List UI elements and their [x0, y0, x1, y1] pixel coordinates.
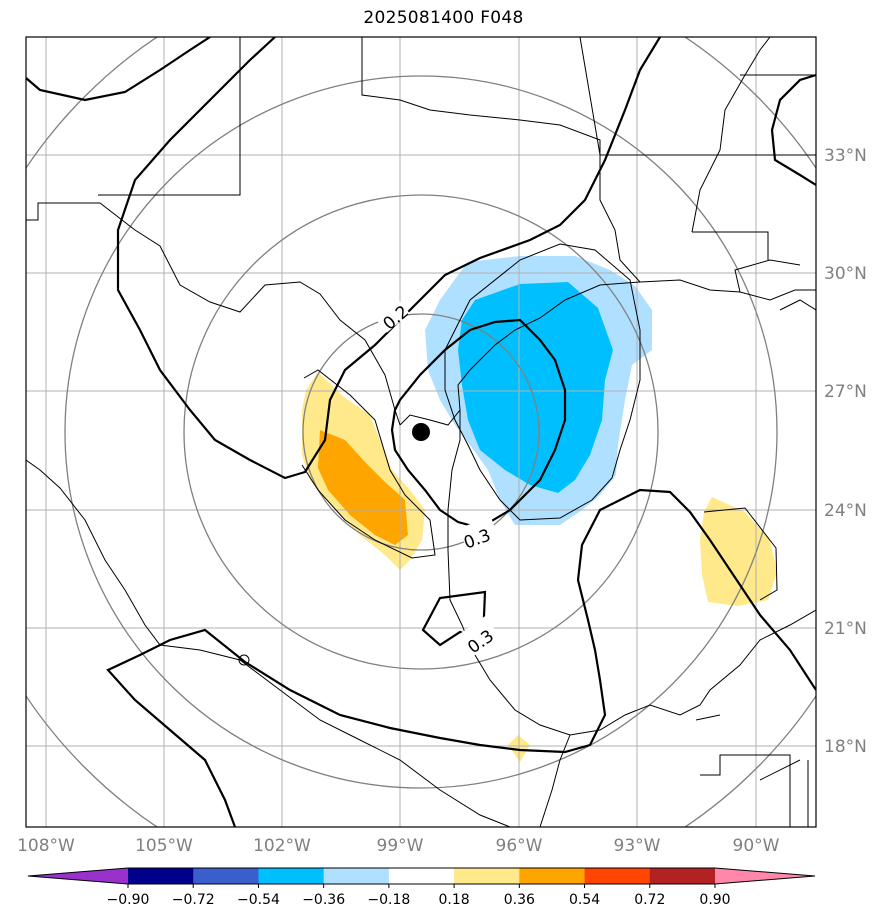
- lat-tick-labels: 33°N 30°N 27°N 24°N 21°N 18°N: [824, 146, 867, 757]
- map-title: 2025081400 F048: [363, 8, 524, 28]
- colorbar-label: −0.36: [302, 892, 345, 908]
- colorbar-label: −0.90: [107, 892, 150, 908]
- colorbar-label: −0.72: [172, 892, 215, 908]
- colorbar-extend-low: [28, 868, 128, 884]
- gridlines: [26, 37, 816, 827]
- right-yellow-fill: [700, 497, 777, 606]
- colorbar-segment: [649, 868, 716, 884]
- colorbar-label: 0.18: [439, 892, 470, 908]
- storm-center-marker: [412, 423, 430, 441]
- lon-tick-105w: 105°W: [135, 836, 193, 856]
- lon-tick-93w: 93°W: [614, 836, 661, 856]
- colorbar-label: 0.54: [569, 892, 600, 908]
- colorbar-label: 0.72: [634, 892, 665, 908]
- colorbar-segment: [519, 868, 586, 884]
- lat-tick-27n: 27°N: [824, 382, 867, 402]
- colorbar-segment: [128, 868, 194, 884]
- colorbar-label: −0.54: [237, 892, 280, 908]
- bold-contours: [26, 37, 816, 827]
- lon-tick-labels: 108°W 105°W 102°W 99°W 96°W 93°W 90°W: [17, 836, 780, 856]
- lat-tick-33n: 33°N: [824, 146, 867, 166]
- colorbar-label: −0.18: [367, 892, 410, 908]
- colorbar-label: 0.90: [699, 892, 730, 908]
- lat-tick-21n: 21°N: [824, 619, 867, 639]
- lat-tick-30n: 30°N: [824, 264, 867, 284]
- colorbar-segment: [584, 868, 651, 884]
- colorbar-segment: [388, 868, 455, 884]
- map-frame: [25, 36, 817, 828]
- colorbar-extend-high: [715, 868, 815, 884]
- colorbar-segment: [323, 868, 390, 884]
- lon-tick-99w: 99°W: [377, 836, 424, 856]
- colorbar-label: 0.36: [504, 892, 535, 908]
- colorbar-segment: [454, 868, 520, 884]
- colorbar: −0.90 −0.72 −0.54 −0.36 −0.18 0.18 0.36 0.54 0.7…: [27, 867, 816, 908]
- lat-tick-24n: 24°N: [824, 501, 867, 521]
- lon-tick-96w: 96°W: [496, 836, 543, 856]
- lon-tick-102w: 102°W: [253, 836, 311, 856]
- lon-tick-108w: 108°W: [17, 836, 75, 856]
- lon-tick-90w: 90°W: [733, 836, 780, 856]
- colorbar-segment: [193, 868, 259, 884]
- orange-fill: [318, 430, 408, 545]
- colorbar-segment: [258, 868, 325, 884]
- coastlines: [26, 37, 816, 827]
- lat-tick-18n: 18°N: [824, 737, 867, 757]
- blue-fill: [458, 282, 613, 493]
